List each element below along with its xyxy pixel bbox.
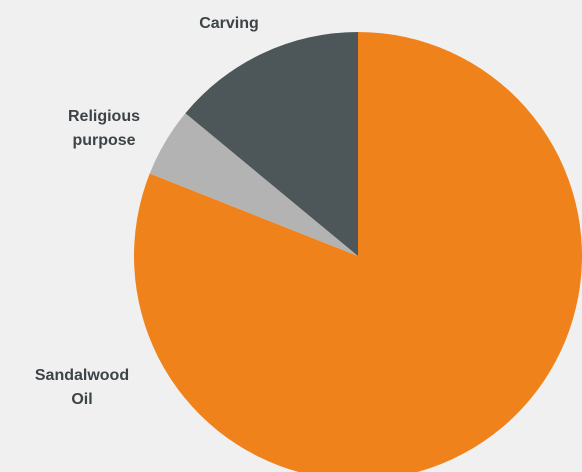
labels-layer: Sandalwood Oil Religious purpose Carving <box>35 15 259 408</box>
pie-label-sandalwood-oil: Sandalwood Oil <box>35 367 129 408</box>
pie-slice-carving <box>185 32 358 256</box>
pie-label-carving: Carving <box>199 15 259 32</box>
pie-label-line: Religious <box>68 108 140 125</box>
pie-slice-sandalwood-oil <box>134 32 582 472</box>
pie-label-line: purpose <box>72 132 135 149</box>
pie-label-line: Oil <box>71 391 92 408</box>
slices-layer <box>134 32 582 472</box>
pie-label-line: Sandalwood <box>35 367 129 384</box>
pie-label-religious-purpose: Religious purpose <box>68 108 140 149</box>
pie-slice-religious-purpose <box>149 113 358 256</box>
pie-label-line: Carving <box>199 15 259 32</box>
